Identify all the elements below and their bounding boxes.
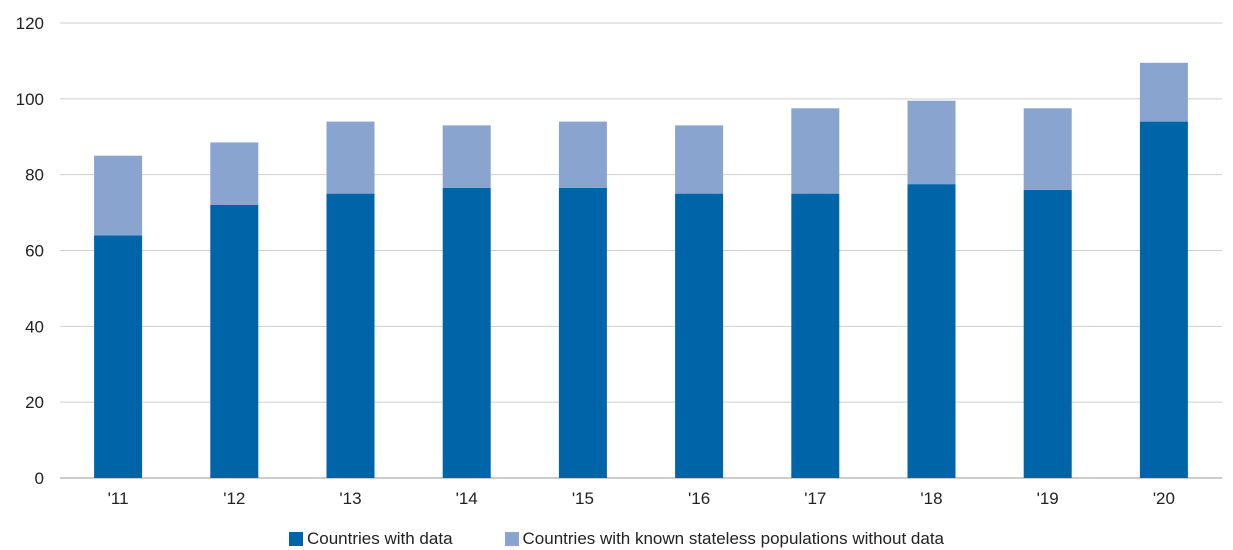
bar-without-data-7 [907, 100, 956, 185]
bar-without-data-1 [210, 142, 259, 205]
legend-label-countries-with-data: Countries with data [307, 529, 453, 548]
bar-without-data-8 [1023, 108, 1072, 190]
x-tick-label-8: '19 [1037, 489, 1059, 508]
y-tick-label-0: 0 [35, 469, 44, 488]
bar-with-data-8 [1023, 189, 1072, 479]
legend-swatch-countries-with-data [289, 532, 303, 546]
y-tick-label-40: 40 [25, 317, 44, 336]
x-tick-label-5: '16 [688, 489, 710, 508]
legend-item-countries-with-data: Countries with data [289, 529, 453, 549]
bars [94, 62, 1188, 479]
x-tick-label-7: '18 [920, 489, 942, 508]
bar-without-data-5 [675, 125, 724, 194]
bar-with-data-2 [326, 193, 375, 478]
bar-with-data-6 [791, 193, 840, 478]
x-tick-label-9: '20 [1153, 489, 1175, 508]
bar-with-data-3 [442, 187, 491, 478]
x-tick-label-0: '11 [108, 489, 129, 508]
legend-swatch-countries-without-data [504, 532, 519, 546]
bar-without-data-0 [94, 155, 143, 236]
bar-without-data-6 [791, 108, 840, 194]
bar-with-data-7 [907, 184, 956, 479]
bar-without-data-3 [442, 125, 491, 188]
bar-with-data-9 [1139, 121, 1188, 478]
x-tick-label-6: '17 [804, 489, 826, 508]
legend-label-countries-without-data: Countries with known stateless populatio… [522, 529, 944, 548]
y-tick-label-80: 80 [25, 166, 44, 185]
bar-without-data-2 [326, 121, 375, 194]
y-tick-label-120: 120 [16, 14, 44, 33]
bar-with-data-0 [94, 235, 143, 478]
y-tick-label-20: 20 [25, 393, 44, 412]
legend-item-countries-without-data: Countries with known stateless populatio… [504, 529, 944, 549]
bar-without-data-9 [1139, 62, 1188, 122]
bar-without-data-4 [558, 121, 607, 188]
chart-plot: 0 20 40 60 80 100 120 '11 '12 '13 '14 '15 '16 '17 '18 '… [16, 14, 1222, 508]
bar-with-data-1 [210, 205, 259, 478]
legend: Countries with data Countries with known… [0, 528, 1233, 550]
y-tick-label-60: 60 [25, 242, 44, 261]
x-tick-label-3: '14 [456, 489, 478, 508]
x-tick-label-2: '13 [339, 489, 361, 508]
bar-with-data-5 [675, 193, 724, 478]
y-tick-label-100: 100 [16, 90, 44, 109]
x-tick-label-1: '12 [223, 489, 245, 508]
bar-with-data-4 [558, 187, 607, 478]
x-tick-label-4: '15 [572, 489, 594, 508]
axes: 0 20 40 60 80 100 120 '11 '12 '13 '14 '15 '16 '17 '18 '… [16, 14, 1175, 508]
